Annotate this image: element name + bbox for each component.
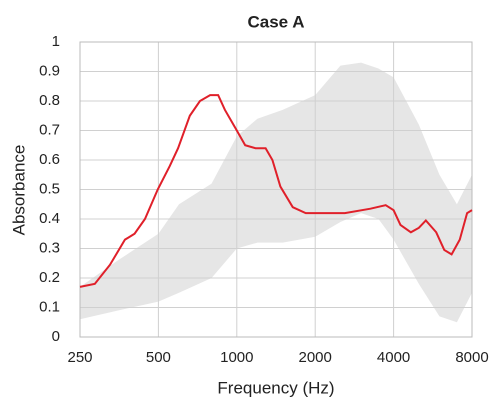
x-tick-label: 1000 bbox=[220, 349, 253, 366]
range-band bbox=[80, 62, 472, 323]
y-tick-label: 0.8 bbox=[39, 92, 60, 109]
x-tick-label: 4000 bbox=[377, 349, 410, 366]
y-tick-label: 0.5 bbox=[39, 180, 60, 197]
data-line bbox=[79, 94, 473, 288]
y-tick-label: 0.9 bbox=[39, 62, 60, 79]
x-tick-label: 250 bbox=[67, 349, 92, 366]
y-tick-label: 0.7 bbox=[39, 121, 60, 138]
y-tick-label: 0.1 bbox=[39, 298, 60, 315]
y-tick-label: 0.4 bbox=[39, 210, 60, 227]
x-tick-label: 500 bbox=[146, 349, 171, 366]
x-axis-label: Frequency (Hz) bbox=[217, 378, 334, 397]
chart-title: Case A bbox=[247, 12, 304, 31]
y-tick-label: 0.2 bbox=[39, 269, 60, 286]
y-tick-label: 1 bbox=[52, 33, 60, 50]
y-tick-label: 0 bbox=[52, 328, 60, 345]
y-axis-label: Absorbance bbox=[9, 145, 28, 236]
y-tick-label: 0.3 bbox=[39, 239, 60, 256]
x-tick-label: 2000 bbox=[299, 349, 332, 366]
x-tick-label: 8000 bbox=[455, 349, 488, 366]
y-tick-label: 0.6 bbox=[39, 151, 60, 168]
plot-frame bbox=[79, 41, 473, 338]
